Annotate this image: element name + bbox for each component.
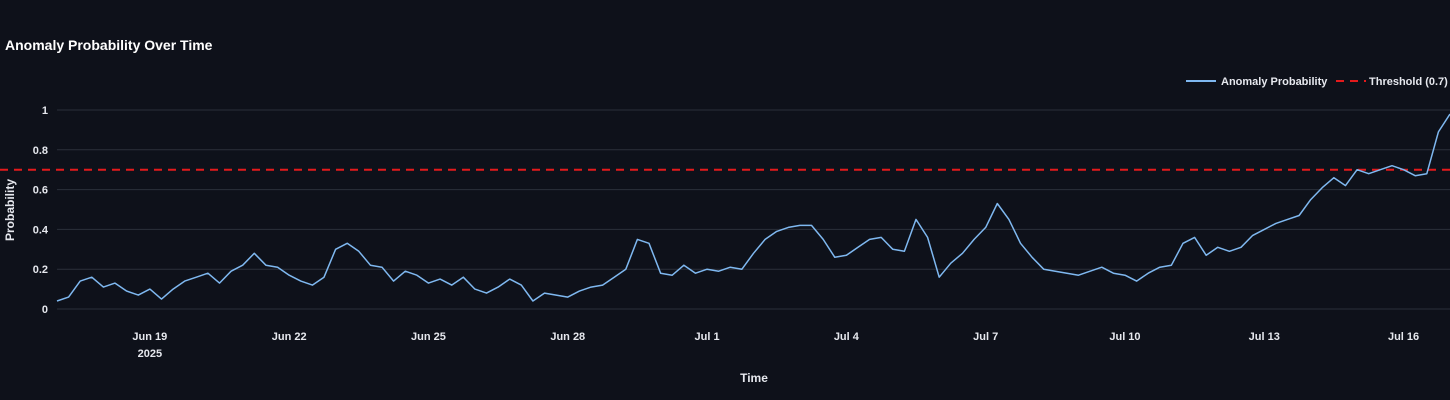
y-tick-label: 0.6 bbox=[33, 185, 48, 197]
x-tick-label: Jun 28 bbox=[550, 331, 585, 343]
y-axis-title: Probability bbox=[3, 179, 17, 241]
x-tick-label: Jul 10 bbox=[1109, 331, 1140, 343]
x-tick-label: Jul 1 bbox=[695, 331, 720, 343]
chart-title: Anomaly Probability Over Time bbox=[5, 37, 213, 53]
y-tick-label: 0 bbox=[42, 304, 48, 316]
y-tick-label: 0.2 bbox=[33, 264, 48, 276]
legend-threshold-label: Threshold (0.7) bbox=[1369, 76, 1448, 88]
x-tick-label: Jun 22 bbox=[272, 331, 307, 343]
x-tick-label: Jul 4 bbox=[834, 331, 860, 343]
x-tick-label: Jul 7 bbox=[973, 331, 998, 343]
grid-lines bbox=[57, 109, 1450, 310]
anomaly-probability-line bbox=[56, 113, 1450, 302]
y-tick-label: 0.8 bbox=[33, 145, 48, 157]
legend: Anomaly Probability Threshold (0.7) bbox=[1186, 76, 1448, 88]
legend-series-label: Anomaly Probability bbox=[1221, 76, 1328, 88]
y-tick-label: 1 bbox=[42, 105, 48, 117]
y-axis-ticks: 0 0.2 0.4 0.6 0.8 1 bbox=[33, 105, 49, 316]
x-axis-ticks: Jun 19 2025 Jun 22 Jun 25 Jun 28 Jul 1 Jul 4 Ju… bbox=[132, 331, 1419, 360]
series-layer bbox=[56, 113, 1450, 302]
x-tick-label: Jul 13 bbox=[1249, 331, 1280, 343]
y-tick-label: 0.4 bbox=[33, 224, 49, 236]
x-axis-title: Time bbox=[740, 371, 768, 385]
x-tick-sublabel: 2025 bbox=[138, 348, 162, 360]
x-tick-label: Jun 25 bbox=[411, 331, 446, 343]
x-tick-label: Jun 19 bbox=[132, 331, 167, 343]
x-tick-label: Jul 16 bbox=[1388, 331, 1419, 343]
